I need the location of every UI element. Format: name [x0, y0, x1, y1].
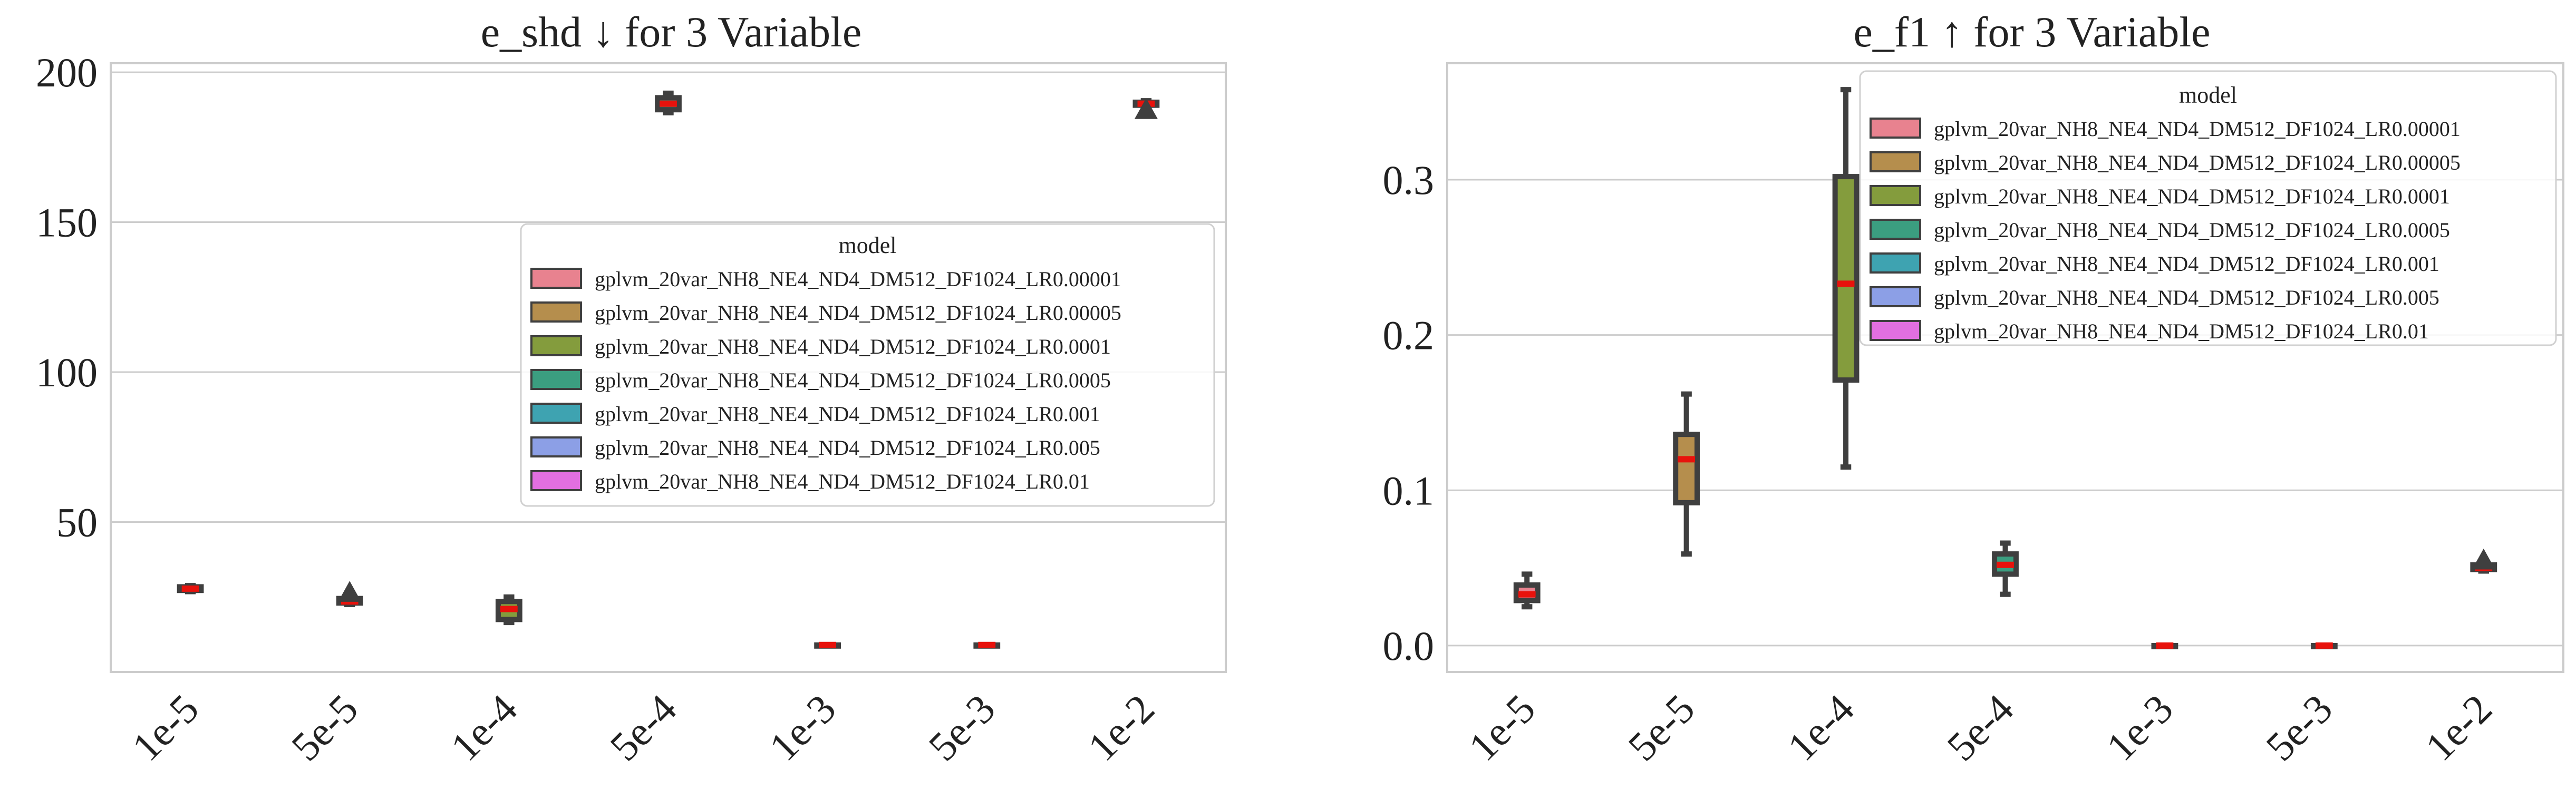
plot-frame	[1446, 62, 2564, 673]
legend-label: gplvm_20var_NH8_NE4_ND4_DM512_DF1024_LR0…	[595, 335, 1111, 358]
x-tick-label: 5e-5	[283, 686, 367, 770]
legend-label: gplvm_20var_NH8_NE4_ND4_DM512_DF1024_LR0…	[1934, 151, 2461, 174]
x-tick-label: 1e-3	[2097, 686, 2182, 770]
legend-swatch	[1870, 320, 1921, 341]
x-tick-label: 5e-4	[601, 686, 685, 770]
legend-swatch	[530, 436, 582, 457]
outlier-marker	[2472, 548, 2495, 570]
x-tick-label: 1e-4	[442, 686, 526, 770]
legend-title: model	[2179, 82, 2237, 108]
y-tick-label: 100	[36, 349, 98, 395]
legend-swatch	[1870, 118, 1921, 139]
y-tick-label: 150	[36, 200, 98, 246]
box-1e-2	[1132, 98, 1160, 119]
legend-swatch	[530, 369, 582, 390]
x-tick-label: 1e-2	[2416, 686, 2501, 770]
e-f1-panel: e_f1 ↑ for 3 Variable 0.0 0.1 0.2 0.3 1e-5 5e…	[1383, 8, 2564, 769]
legend-label: gplvm_20var_NH8_NE4_ND4_DM512_DF1024_LR0…	[1934, 286, 2439, 309]
legend: model gplvm_20var_NH8_NE4_ND4_DM512_DF102…	[520, 223, 1215, 507]
legend-swatch	[530, 268, 582, 289]
box-5e-5	[1673, 391, 1700, 557]
legend-swatch	[1870, 252, 1921, 274]
box-5e-5	[336, 581, 363, 607]
legend-label: gplvm_20var_NH8_NE4_ND4_DM512_DF1024_LR0…	[595, 402, 1100, 426]
box-1e-3	[814, 641, 841, 649]
y-tick-label: 0.2	[1383, 313, 1435, 358]
e-f1-title: e_f1 ↑ for 3 Variable	[1853, 8, 2210, 56]
box-5e-3	[973, 641, 1001, 649]
box-1e-5	[1513, 571, 1541, 610]
legend: model gplvm_20var_NH8_NE4_ND4_DM512_DF102…	[1859, 70, 2557, 346]
box-1e-5	[177, 583, 204, 595]
x-tick-label: 1e-5	[123, 686, 208, 770]
y-tick-label: 0.3	[1383, 157, 1435, 203]
legend-label: gplvm_20var_NH8_NE4_ND4_DM512_DF1024_LR0…	[1934, 218, 2450, 242]
legend-swatch	[1870, 185, 1921, 206]
x-tick-label: 5e-3	[919, 686, 1004, 770]
box-5e-4	[1992, 540, 2019, 597]
legend-label: gplvm_20var_NH8_NE4_ND4_DM512_DF1024_LR0…	[595, 470, 1090, 493]
x-tick-label: 5e-3	[2257, 686, 2341, 770]
x-tick-label: 1e-4	[1779, 686, 1863, 770]
x-tick-label: 1e-2	[1079, 686, 1163, 770]
legend-label: gplvm_20var_NH8_NE4_ND4_DM512_DF1024_LR0…	[1934, 184, 2450, 208]
y-tick-label: 0.1	[1383, 467, 1435, 513]
box-1e-4	[1832, 87, 1860, 470]
x-tick-label: 1e-5	[1460, 686, 1544, 770]
y-tick-label: 200	[36, 50, 98, 95]
legend-swatch	[530, 301, 582, 323]
box-1e-4	[495, 594, 522, 626]
legend-label: gplvm_20var_NH8_NE4_ND4_DM512_DF1024_LR0…	[1934, 319, 2429, 343]
box-1e-2	[2470, 548, 2497, 574]
legend-label: gplvm_20var_NH8_NE4_ND4_DM512_DF1024_LR0…	[595, 267, 1121, 291]
legend-label: gplvm_20var_NH8_NE4_ND4_DM512_DF1024_LR0…	[595, 436, 1100, 460]
legend-swatch	[1870, 151, 1921, 172]
outlier-marker	[1134, 98, 1158, 119]
legend-label: gplvm_20var_NH8_NE4_ND4_DM512_DF1024_LR0…	[595, 301, 1121, 325]
y-tick-label: 50	[56, 500, 98, 545]
x-tick-label: 5e-5	[1619, 686, 1703, 770]
e-shd-title: e_shd ↓ for 3 Variable	[481, 8, 862, 56]
plot-frame	[110, 62, 1227, 673]
legend-swatch	[530, 335, 582, 356]
legend-title: model	[839, 232, 897, 258]
legend-swatch	[1870, 286, 1921, 307]
legend-swatch	[530, 470, 582, 491]
legend-label: gplvm_20var_NH8_NE4_ND4_DM512_DF1024_LR0…	[1934, 117, 2461, 141]
legend-label: gplvm_20var_NH8_NE4_ND4_DM512_DF1024_LR0…	[1934, 252, 2439, 276]
box-5e-4	[655, 90, 682, 115]
box-1e-3	[2151, 642, 2178, 649]
legend-frame	[520, 223, 1215, 507]
legend-swatch	[1870, 219, 1921, 240]
box-body	[1832, 174, 1860, 383]
legend-label: gplvm_20var_NH8_NE4_ND4_DM512_DF1024_LR0…	[595, 368, 1111, 392]
e-shd-panel: e_shd ↓ for 3 Variable 50 100 150 200 1e-5 5e…	[36, 8, 1227, 770]
box-body	[1673, 432, 1700, 505]
outlier-marker	[338, 581, 362, 602]
legend-swatch	[530, 403, 582, 424]
box-5e-3	[2310, 642, 2338, 649]
legend-frame	[1859, 70, 2557, 346]
x-tick-label: 1e-3	[760, 686, 845, 770]
x-tick-label: 5e-4	[1938, 686, 2022, 770]
y-tick-label: 0.0	[1383, 623, 1435, 669]
